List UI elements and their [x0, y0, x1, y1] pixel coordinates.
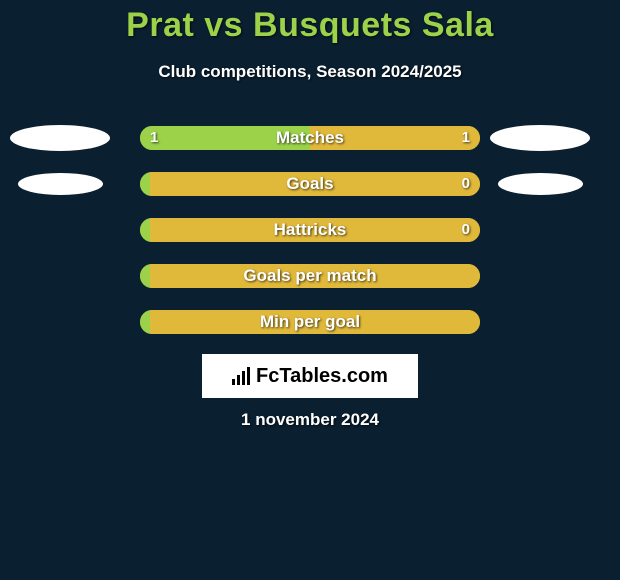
stat-row: Matches1 1 — [0, 126, 620, 150]
stat-value-right: 0 — [452, 218, 480, 242]
stat-row: Min per goal — [0, 310, 620, 334]
bar-chart-icon-bar — [232, 379, 235, 385]
player-avatar-left — [10, 125, 110, 151]
stat-value-left: 1 — [140, 126, 168, 150]
stat-label: Hattricks — [140, 218, 480, 242]
bar-chart-icon-bar — [237, 375, 240, 385]
stat-bar: Goals0 — [140, 172, 480, 196]
stat-label: Min per goal — [140, 310, 480, 334]
stat-bar: Matches1 1 — [140, 126, 480, 150]
logo-text: FcTables.com — [256, 365, 388, 388]
stat-row: Goals0 — [0, 172, 620, 196]
bar-chart-icon-bar — [242, 371, 245, 385]
comparison-infographic: Prat vs Busquets Sala Club competitions,… — [0, 0, 620, 580]
player-avatar-right — [490, 125, 590, 151]
stat-label: Goals per match — [140, 264, 480, 288]
stat-row: Hattricks0 — [0, 218, 620, 242]
stat-bar: Goals per match — [140, 264, 480, 288]
player-avatar-left — [18, 173, 103, 195]
stat-bar: Hattricks0 — [140, 218, 480, 242]
bar-chart-icon — [232, 367, 250, 385]
stat-label: Matches — [140, 126, 480, 150]
stat-row: Goals per match — [0, 264, 620, 288]
stat-value-right: 1 — [452, 126, 480, 150]
infographic-date: 1 november 2024 — [0, 410, 620, 430]
stat-label: Goals — [140, 172, 480, 196]
fctables-logo: FcTables.com — [202, 354, 418, 398]
comparison-title: Prat vs Busquets Sala — [0, 6, 620, 45]
bar-chart-icon-bar — [247, 367, 250, 385]
player-avatar-right — [498, 173, 583, 195]
comparison-subtitle: Club competitions, Season 2024/2025 — [0, 62, 620, 82]
stat-bar: Min per goal — [140, 310, 480, 334]
stat-value-right: 0 — [452, 172, 480, 196]
